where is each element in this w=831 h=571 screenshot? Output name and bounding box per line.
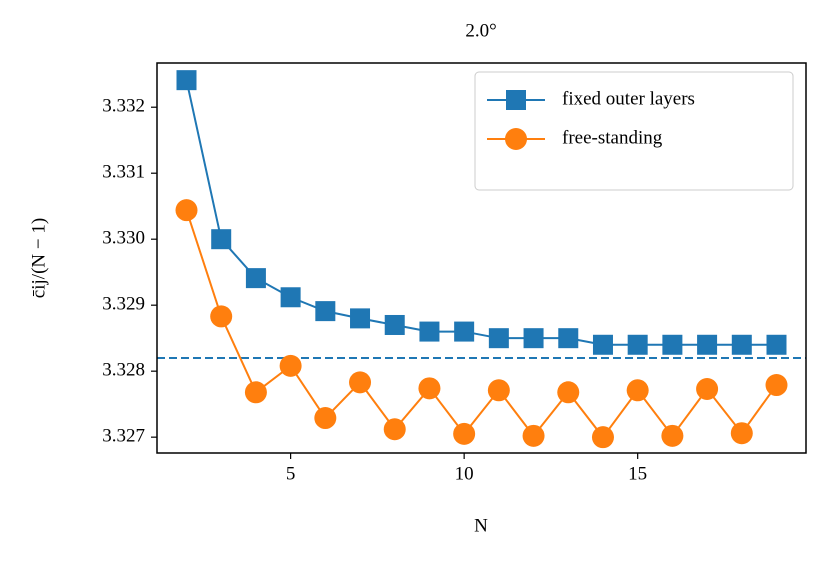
y-axis-label: c̄ij/(N − 1): [28, 218, 49, 298]
data-point: [765, 374, 788, 397]
data-point: [661, 424, 684, 447]
chart-title: 2.0°: [465, 20, 496, 41]
y-tick-label: 3.328: [102, 360, 145, 381]
data-point: [696, 377, 719, 400]
data-point: [731, 334, 752, 355]
data-point: [592, 334, 613, 355]
data-point: [245, 268, 266, 289]
y-tick-label: 3.331: [102, 162, 145, 183]
data-point: [766, 334, 787, 355]
data-point: [175, 199, 198, 222]
data-point: [557, 381, 580, 404]
x-tick-label: 10: [455, 463, 474, 484]
data-point: [279, 354, 302, 377]
legend-marker: [506, 90, 526, 110]
data-point: [210, 305, 233, 328]
data-point: [383, 418, 406, 441]
y-tick-label: 3.327: [102, 426, 145, 447]
data-point: [487, 379, 510, 402]
data-point: [314, 407, 337, 430]
legend-label: fixed outer layers: [562, 88, 695, 109]
plot-frame: [156, 62, 807, 454]
data-point: [419, 321, 440, 342]
series-line: [185, 209, 778, 439]
data-point: [315, 301, 336, 322]
x-axis-label: N: [474, 515, 488, 536]
y-tick-label: 3.332: [102, 96, 145, 117]
y-tick-label: 3.330: [102, 228, 145, 249]
legend-box: [474, 71, 794, 191]
legend-label: free-standing: [562, 127, 663, 148]
data-point: [730, 422, 753, 445]
data-point: [488, 328, 509, 349]
data-point: [453, 422, 476, 445]
data-point: [454, 321, 475, 342]
legend-marker: [505, 128, 527, 150]
data-point: [244, 381, 267, 404]
data-point: [523, 328, 544, 349]
data-point: [280, 287, 301, 308]
data-point: [558, 328, 579, 349]
data-point: [176, 70, 197, 91]
x-tick-label: 5: [286, 463, 296, 484]
data-point: [211, 229, 232, 250]
data-point: [697, 334, 718, 355]
data-point: [349, 371, 372, 394]
data-point: [591, 426, 614, 449]
data-point: [418, 377, 441, 400]
data-point: [626, 379, 649, 402]
data-point: [350, 308, 371, 329]
data-point: [522, 424, 545, 447]
data-point: [662, 334, 683, 355]
data-point: [627, 334, 648, 355]
data-point: [384, 314, 405, 335]
x-tick-label: 15: [628, 463, 647, 484]
y-tick-label: 3.329: [102, 294, 145, 315]
